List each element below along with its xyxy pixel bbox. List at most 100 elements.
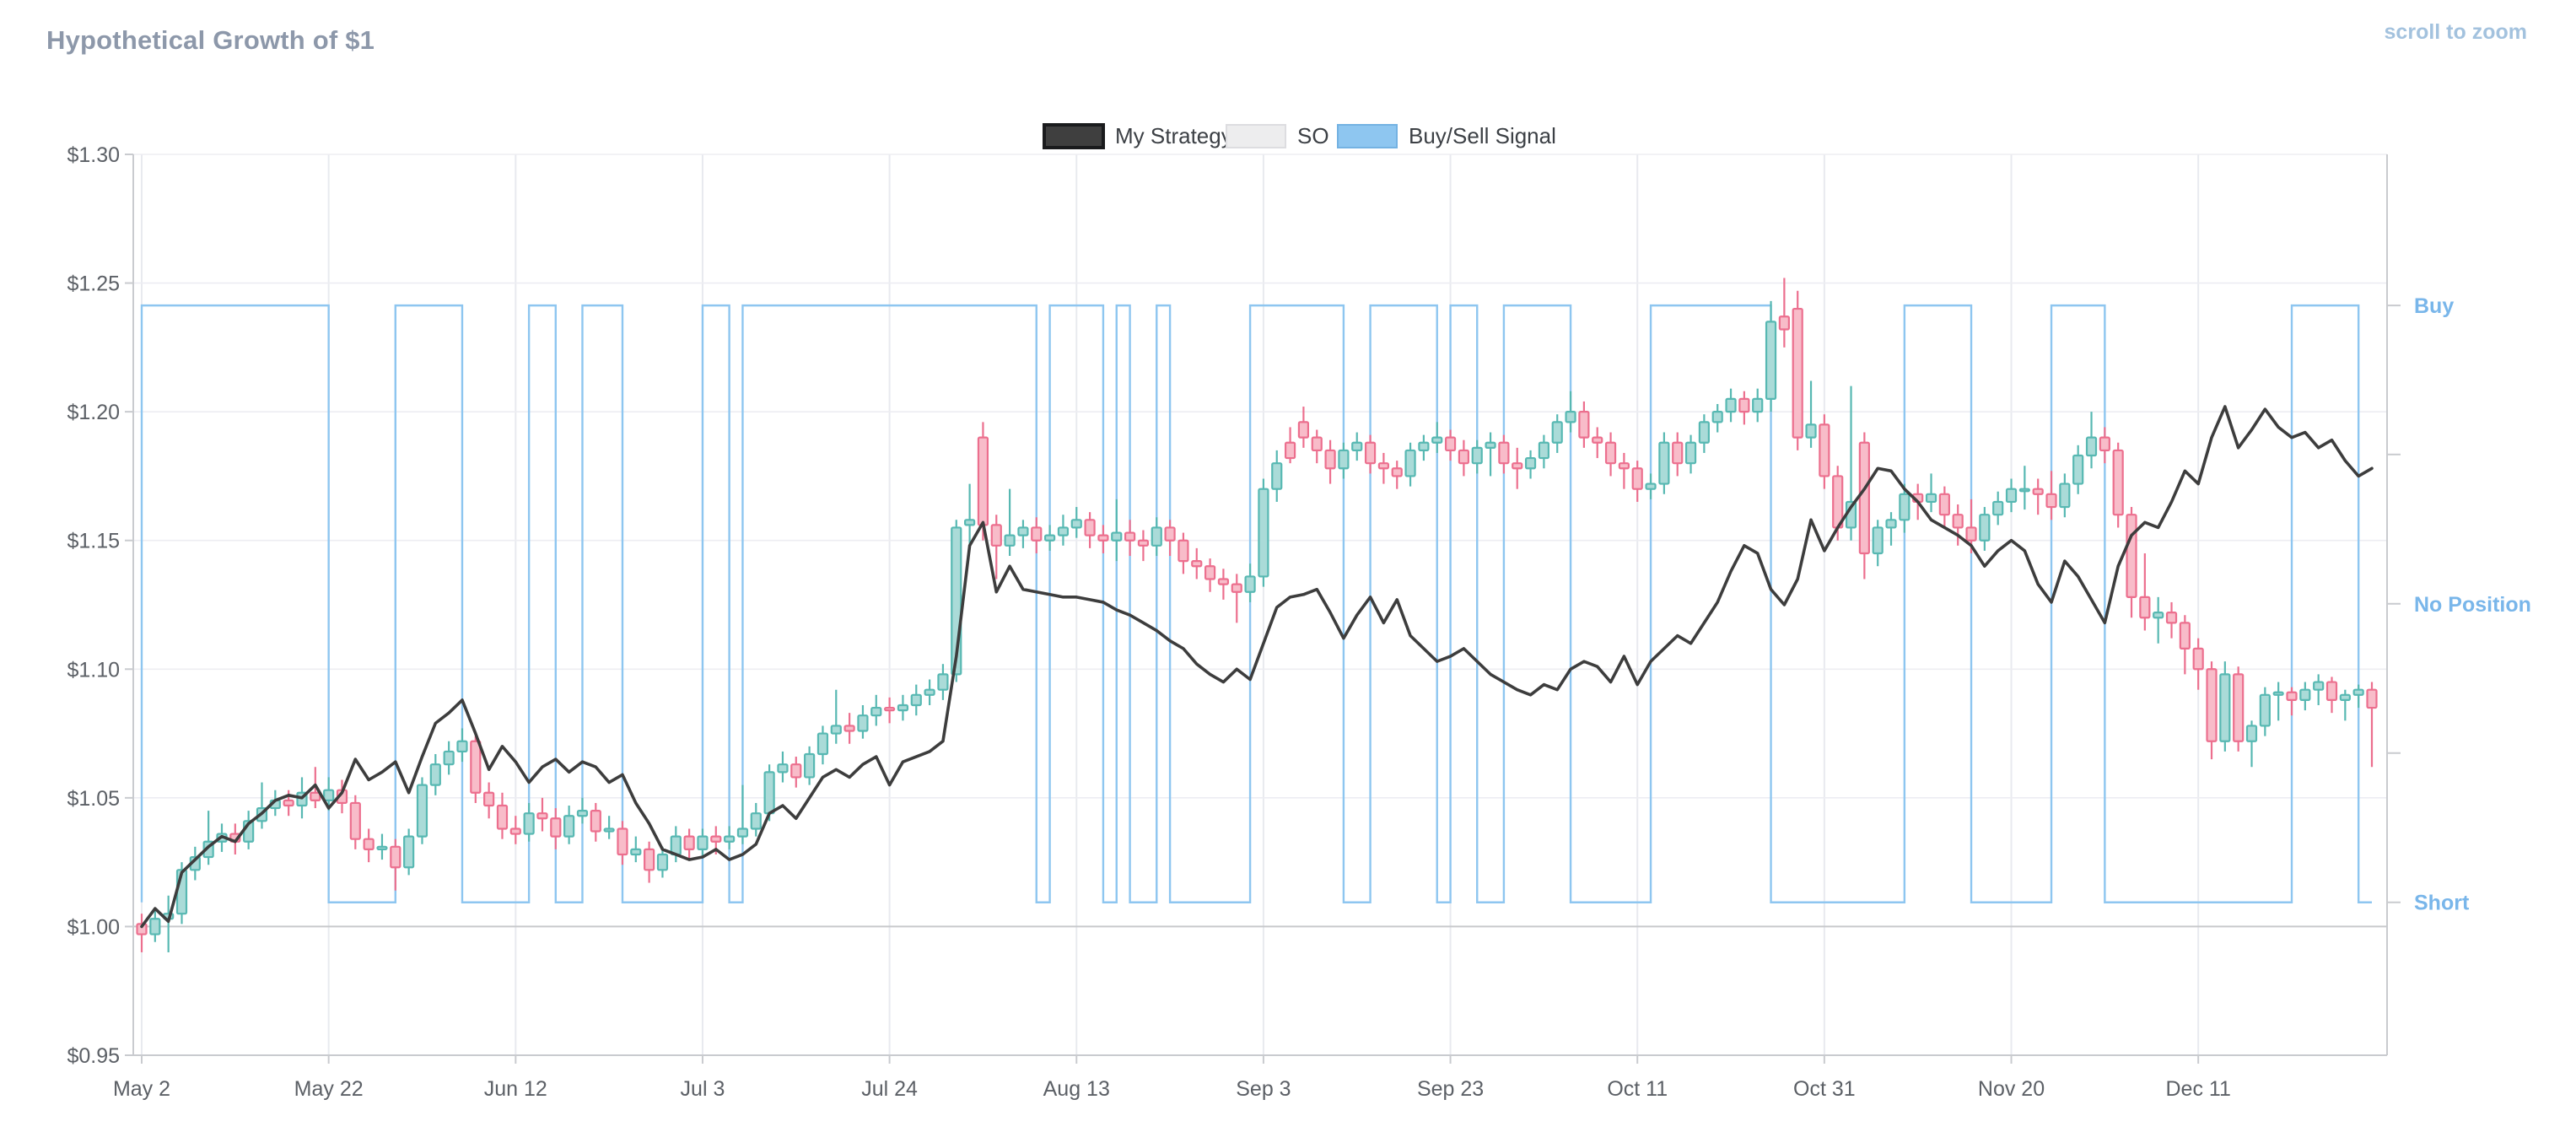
candle (724, 826, 736, 849)
candle (1217, 569, 1230, 600)
candle (576, 797, 589, 824)
candle (1043, 525, 1056, 551)
candle (2352, 684, 2364, 709)
x-tick-label: May 22 (294, 1077, 364, 1101)
candle (736, 784, 749, 844)
candle (1992, 491, 2004, 526)
candle (1231, 574, 1242, 623)
candle (2165, 601, 2178, 639)
candle (1151, 517, 1162, 557)
candle (256, 782, 268, 829)
candle (1805, 380, 1817, 448)
candle (1725, 388, 1737, 423)
candle (2099, 427, 2110, 464)
candle (1111, 499, 1123, 562)
candle (202, 811, 214, 865)
candle (349, 795, 361, 849)
candle (1631, 461, 1643, 502)
candle (910, 684, 922, 716)
candle (857, 705, 869, 739)
candle (2059, 473, 2071, 518)
candle (2206, 661, 2218, 760)
candle (1178, 532, 1189, 574)
legend-item-buy-sell-signal[interactable]: Buy/Sell Signal (1337, 123, 1556, 148)
candle (2192, 638, 2204, 690)
candle (1938, 486, 1950, 528)
candle (2325, 677, 2338, 714)
candle (2299, 682, 2311, 711)
so-candlestick-series (136, 278, 2378, 952)
grid-layer (133, 154, 2387, 1056)
candle (977, 422, 989, 541)
candle (1711, 403, 1723, 433)
candle (1191, 547, 1203, 579)
candle (416, 777, 428, 844)
candle (790, 757, 802, 788)
candle (2313, 674, 2325, 706)
candle (710, 826, 722, 854)
candle (1538, 434, 1549, 469)
candle (603, 816, 615, 839)
candle (1752, 388, 1764, 423)
candle (697, 828, 709, 858)
candle (1324, 439, 1336, 484)
buy-sell-signal-step-line (140, 304, 2372, 903)
candle (750, 802, 762, 837)
candle (403, 828, 415, 876)
candle (683, 828, 695, 860)
candle (1645, 473, 1657, 499)
candle (2045, 471, 2057, 520)
candle (964, 483, 976, 546)
x-tick-label: May 2 (113, 1077, 170, 1101)
candle (1084, 512, 1096, 548)
x-axis: May 2 May 22 Jun 12 Jul 3 Jul 24 Aug 13 Sep 3 S… (113, 1055, 2231, 1101)
x-tick-label: Aug 13 (1043, 1077, 1110, 1101)
candle (843, 713, 855, 744)
candle (2112, 442, 2124, 528)
candle (1524, 450, 1537, 479)
candle (1204, 558, 1216, 592)
candle (1845, 385, 1857, 541)
candle (1004, 488, 1016, 557)
right-axis-label: Buy (2414, 294, 2454, 318)
candle (2139, 553, 2151, 631)
candle (1778, 278, 1790, 348)
candle (1431, 422, 1443, 453)
candle (363, 828, 375, 863)
candle (1592, 427, 1603, 459)
y-tick-label: $1.10 (67, 658, 120, 682)
x-tick-label: Nov 20 (1978, 1077, 2045, 1101)
legend-item-so[interactable]: SO (1226, 123, 1329, 148)
candle (1351, 432, 1363, 461)
candle (644, 841, 655, 883)
page-title: Hypothetical Growth of $1 (46, 25, 375, 55)
legend-swatch (1226, 124, 1286, 148)
candle (1899, 483, 1910, 533)
candle (763, 764, 775, 822)
candle (2286, 687, 2298, 716)
candle (323, 777, 335, 811)
candle (483, 782, 495, 819)
candle (376, 833, 388, 860)
candle (1885, 512, 1897, 546)
candle (1672, 432, 1684, 477)
candle (870, 694, 882, 726)
candle (550, 808, 562, 849)
y-tick-label: $1.00 (67, 915, 120, 939)
candle (1338, 442, 1350, 479)
candle (1097, 525, 1109, 553)
legend-label: Buy/Sell Signal (1409, 123, 1556, 148)
candle (884, 697, 896, 724)
candle (456, 728, 468, 763)
legend-item-my-strategy[interactable]: My Strategy (1043, 123, 1232, 149)
candle (509, 816, 521, 844)
candle (1698, 414, 1710, 453)
candle (1551, 414, 1563, 453)
candle (2272, 682, 2284, 721)
x-tick-label: Jul 24 (861, 1077, 918, 1101)
candle (2153, 596, 2164, 644)
candle (830, 689, 842, 744)
candle (656, 846, 669, 878)
candle (1271, 450, 1283, 502)
